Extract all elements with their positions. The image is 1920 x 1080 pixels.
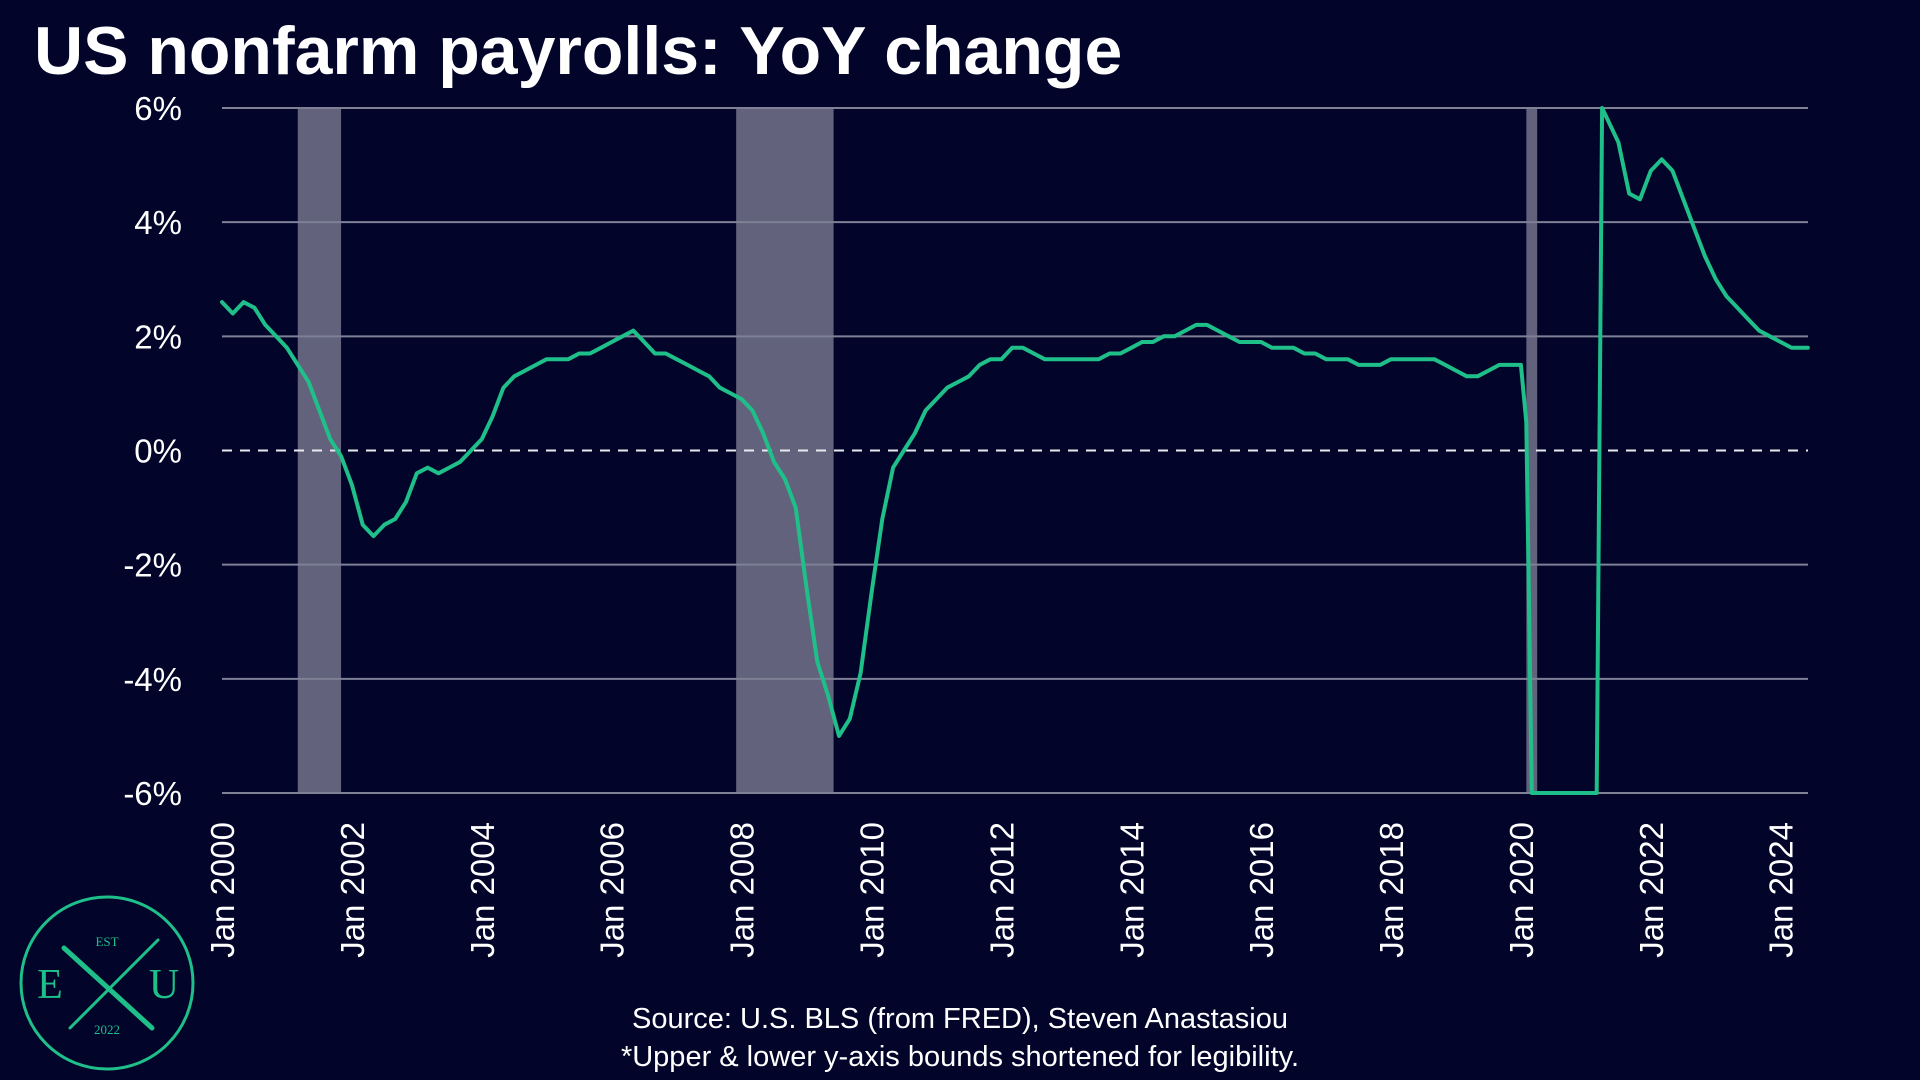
y-tick-label: -6% xyxy=(123,775,182,812)
logo-u: U xyxy=(149,962,179,1008)
y-axis-ticks: 6% 4% 2% 0% -2% -4% -6% xyxy=(123,90,182,812)
y-tick-label: -2% xyxy=(123,547,182,584)
x-tick-label: Jan 2012 xyxy=(983,822,1020,958)
x-tick-label: Jan 2000 xyxy=(204,822,241,958)
x-tick-label: Jan 2002 xyxy=(334,822,371,958)
series-line-0 xyxy=(220,106,1810,795)
logo-ring xyxy=(19,895,195,1071)
y-tick-label: 0% xyxy=(134,433,182,470)
y-tick-label: 6% xyxy=(134,90,182,127)
exu-logo: EST E U 2022 xyxy=(19,895,195,1071)
x-tick-label: Jan 2024 xyxy=(1763,822,1800,958)
y-tick-label: -4% xyxy=(123,661,182,698)
x-tick-label: Jan 2006 xyxy=(594,822,631,958)
logo-year: 2022 xyxy=(94,1022,120,1037)
y-tick-label: 2% xyxy=(134,318,182,355)
series-layer xyxy=(220,106,1810,795)
x-tick-label: Jan 2020 xyxy=(1503,822,1540,958)
x-tick-label: Jan 2018 xyxy=(1373,822,1410,958)
logo-e: E xyxy=(37,962,63,1008)
x-tick-label: Jan 2014 xyxy=(1113,822,1150,958)
footnote: *Upper & lower y-axis bounds shortened f… xyxy=(620,1041,1300,1073)
x-tick-label: Jan 2016 xyxy=(1243,822,1280,958)
gridlines xyxy=(222,107,1808,794)
recession-band-2 xyxy=(1526,108,1538,793)
x-tick-label: Jan 2022 xyxy=(1633,822,1670,958)
chart-title: US nonfarm payrolls: YoY change xyxy=(34,13,1123,89)
x-tick-label: Jan 2010 xyxy=(853,822,890,958)
source-note: Source: U.S. BLS (from FRED), Steven Ana… xyxy=(632,1003,1288,1035)
x-tick-label: Jan 2008 xyxy=(724,822,761,958)
logo-est: EST xyxy=(95,934,118,949)
y-tick-label: 4% xyxy=(134,204,182,241)
x-axis-ticks: Jan 2000 Jan 2002 Jan 2004 Jan 2006 Jan 2008… xyxy=(204,822,1800,958)
x-tick-label: Jan 2004 xyxy=(464,822,501,958)
logo-stroke-b xyxy=(68,938,160,1030)
